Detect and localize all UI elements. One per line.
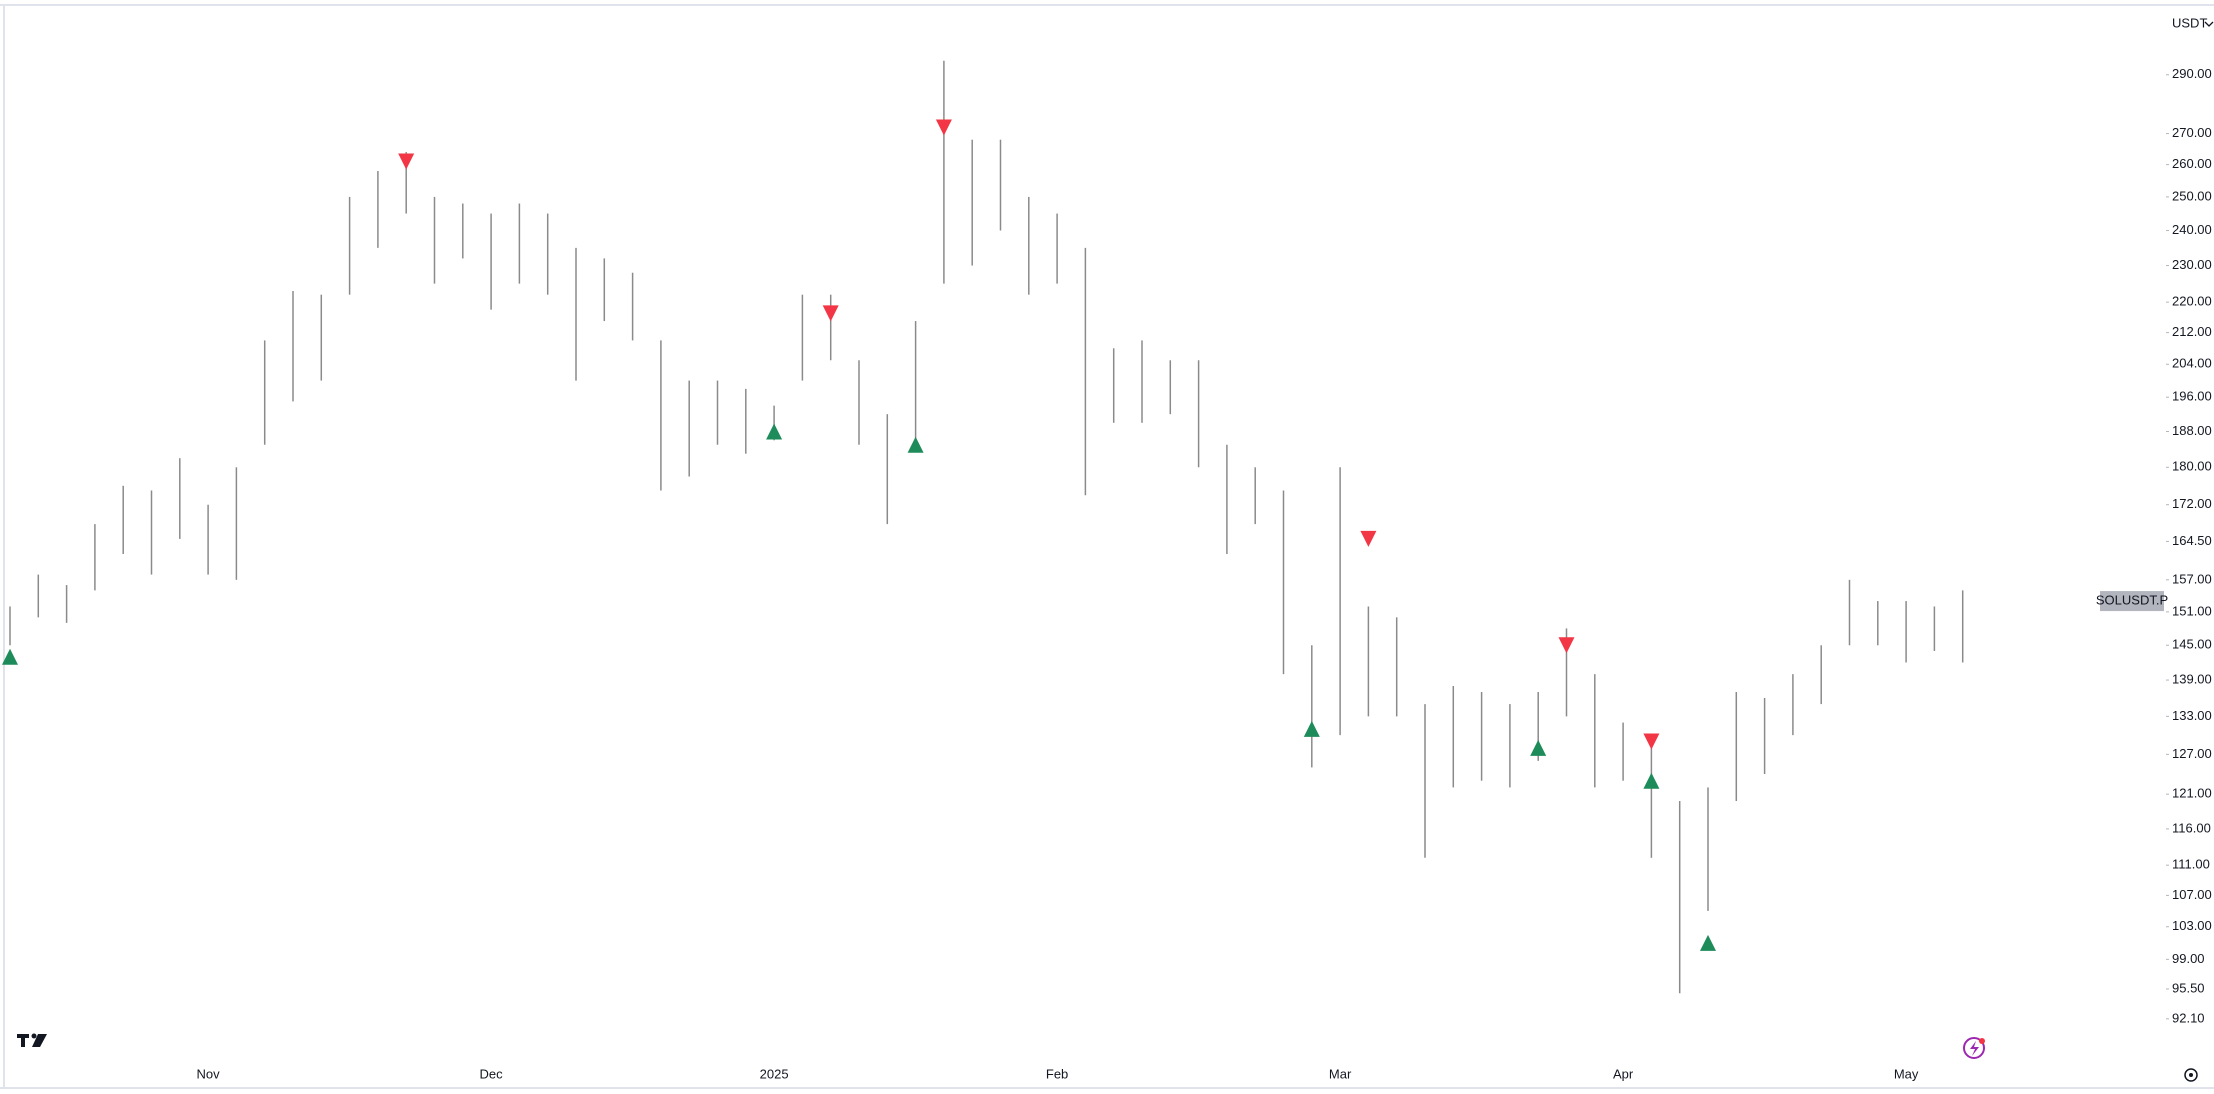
x-tick-label: Nov bbox=[197, 1066, 221, 1081]
sell-signal bbox=[935, 119, 952, 136]
y-tick-label: 103.00 bbox=[2172, 918, 2212, 933]
sell-signal bbox=[1643, 733, 1660, 750]
y-tick-label: 270.00 bbox=[2172, 125, 2212, 140]
buy-signal bbox=[2, 648, 18, 665]
buy-signal bbox=[766, 423, 783, 440]
y-tick-label: 107.00 bbox=[2172, 887, 2212, 902]
y-tick-label: 133.00 bbox=[2172, 708, 2212, 723]
y-tick-label: 164.50 bbox=[2172, 533, 2212, 548]
y-tick-label: 212.00 bbox=[2172, 324, 2212, 339]
y-tick-label: 230.00 bbox=[2172, 257, 2212, 272]
buy-signal bbox=[1643, 772, 1660, 789]
x-tick-label: May bbox=[1894, 1066, 1919, 1081]
settings-button[interactable] bbox=[2184, 1068, 2198, 1082]
y-tick-label: 220.00 bbox=[2172, 294, 2212, 309]
y-tick-label: 260.00 bbox=[2172, 156, 2212, 171]
y-tick-label: 290.00 bbox=[2172, 66, 2212, 81]
price-tag: SOLUSDT.P bbox=[2096, 591, 2168, 612]
price-tag-box bbox=[2100, 591, 2164, 612]
x-tick-label: 2025 bbox=[760, 1066, 789, 1081]
sell-signal bbox=[398, 153, 415, 170]
y-tick-label: 145.00 bbox=[2172, 637, 2212, 652]
buy-signal bbox=[1530, 739, 1547, 756]
x-tick-label: Mar bbox=[1329, 1066, 1352, 1081]
currency-label[interactable]: USDT bbox=[2172, 15, 2207, 30]
y-tick-label: 127.00 bbox=[2172, 746, 2212, 761]
y-tick-label: 196.00 bbox=[2172, 389, 2212, 404]
sell-signal bbox=[1558, 637, 1575, 654]
buy-signal bbox=[907, 436, 924, 453]
y-tick-label: 99.00 bbox=[2172, 951, 2205, 966]
x-tick-label: Apr bbox=[1613, 1066, 1634, 1081]
y-tick-label: 95.50 bbox=[2172, 980, 2205, 995]
y-tick-label: 116.00 bbox=[2172, 820, 2211, 835]
x-tick-label: Feb bbox=[1046, 1066, 1068, 1081]
y-tick-label: 151.00 bbox=[2172, 603, 2212, 618]
buy-signal bbox=[1700, 934, 1716, 951]
tradingview-logo bbox=[17, 1033, 47, 1047]
x-tick-label: Dec bbox=[480, 1066, 504, 1081]
sell-signal bbox=[1360, 530, 1377, 547]
y-tick-label: 180.00 bbox=[2172, 459, 2212, 474]
buy-signal bbox=[1303, 720, 1320, 737]
y-tick-label: 139.00 bbox=[2172, 671, 2212, 686]
y-tick-label: 111.00 bbox=[2172, 857, 2210, 872]
y-tick-label: 188.00 bbox=[2172, 423, 2212, 438]
price-tag-label: SOLUSDT.P bbox=[2096, 593, 2168, 608]
y-tick-label: 204.00 bbox=[2172, 356, 2212, 371]
lightning-button[interactable] bbox=[1963, 1037, 1985, 1059]
y-tick-label: 92.10 bbox=[2172, 1010, 2205, 1025]
y-tick-label: 240.00 bbox=[2172, 222, 2212, 237]
currency-dropdown-icon[interactable] bbox=[2204, 21, 2214, 27]
y-tick-label: 250.00 bbox=[2172, 188, 2212, 203]
y-tick-label: 157.00 bbox=[2172, 571, 2212, 586]
sell-signal bbox=[822, 305, 839, 322]
y-tick-label: 172.00 bbox=[2172, 496, 2212, 511]
y-tick-label: 121.00 bbox=[2172, 786, 2212, 801]
